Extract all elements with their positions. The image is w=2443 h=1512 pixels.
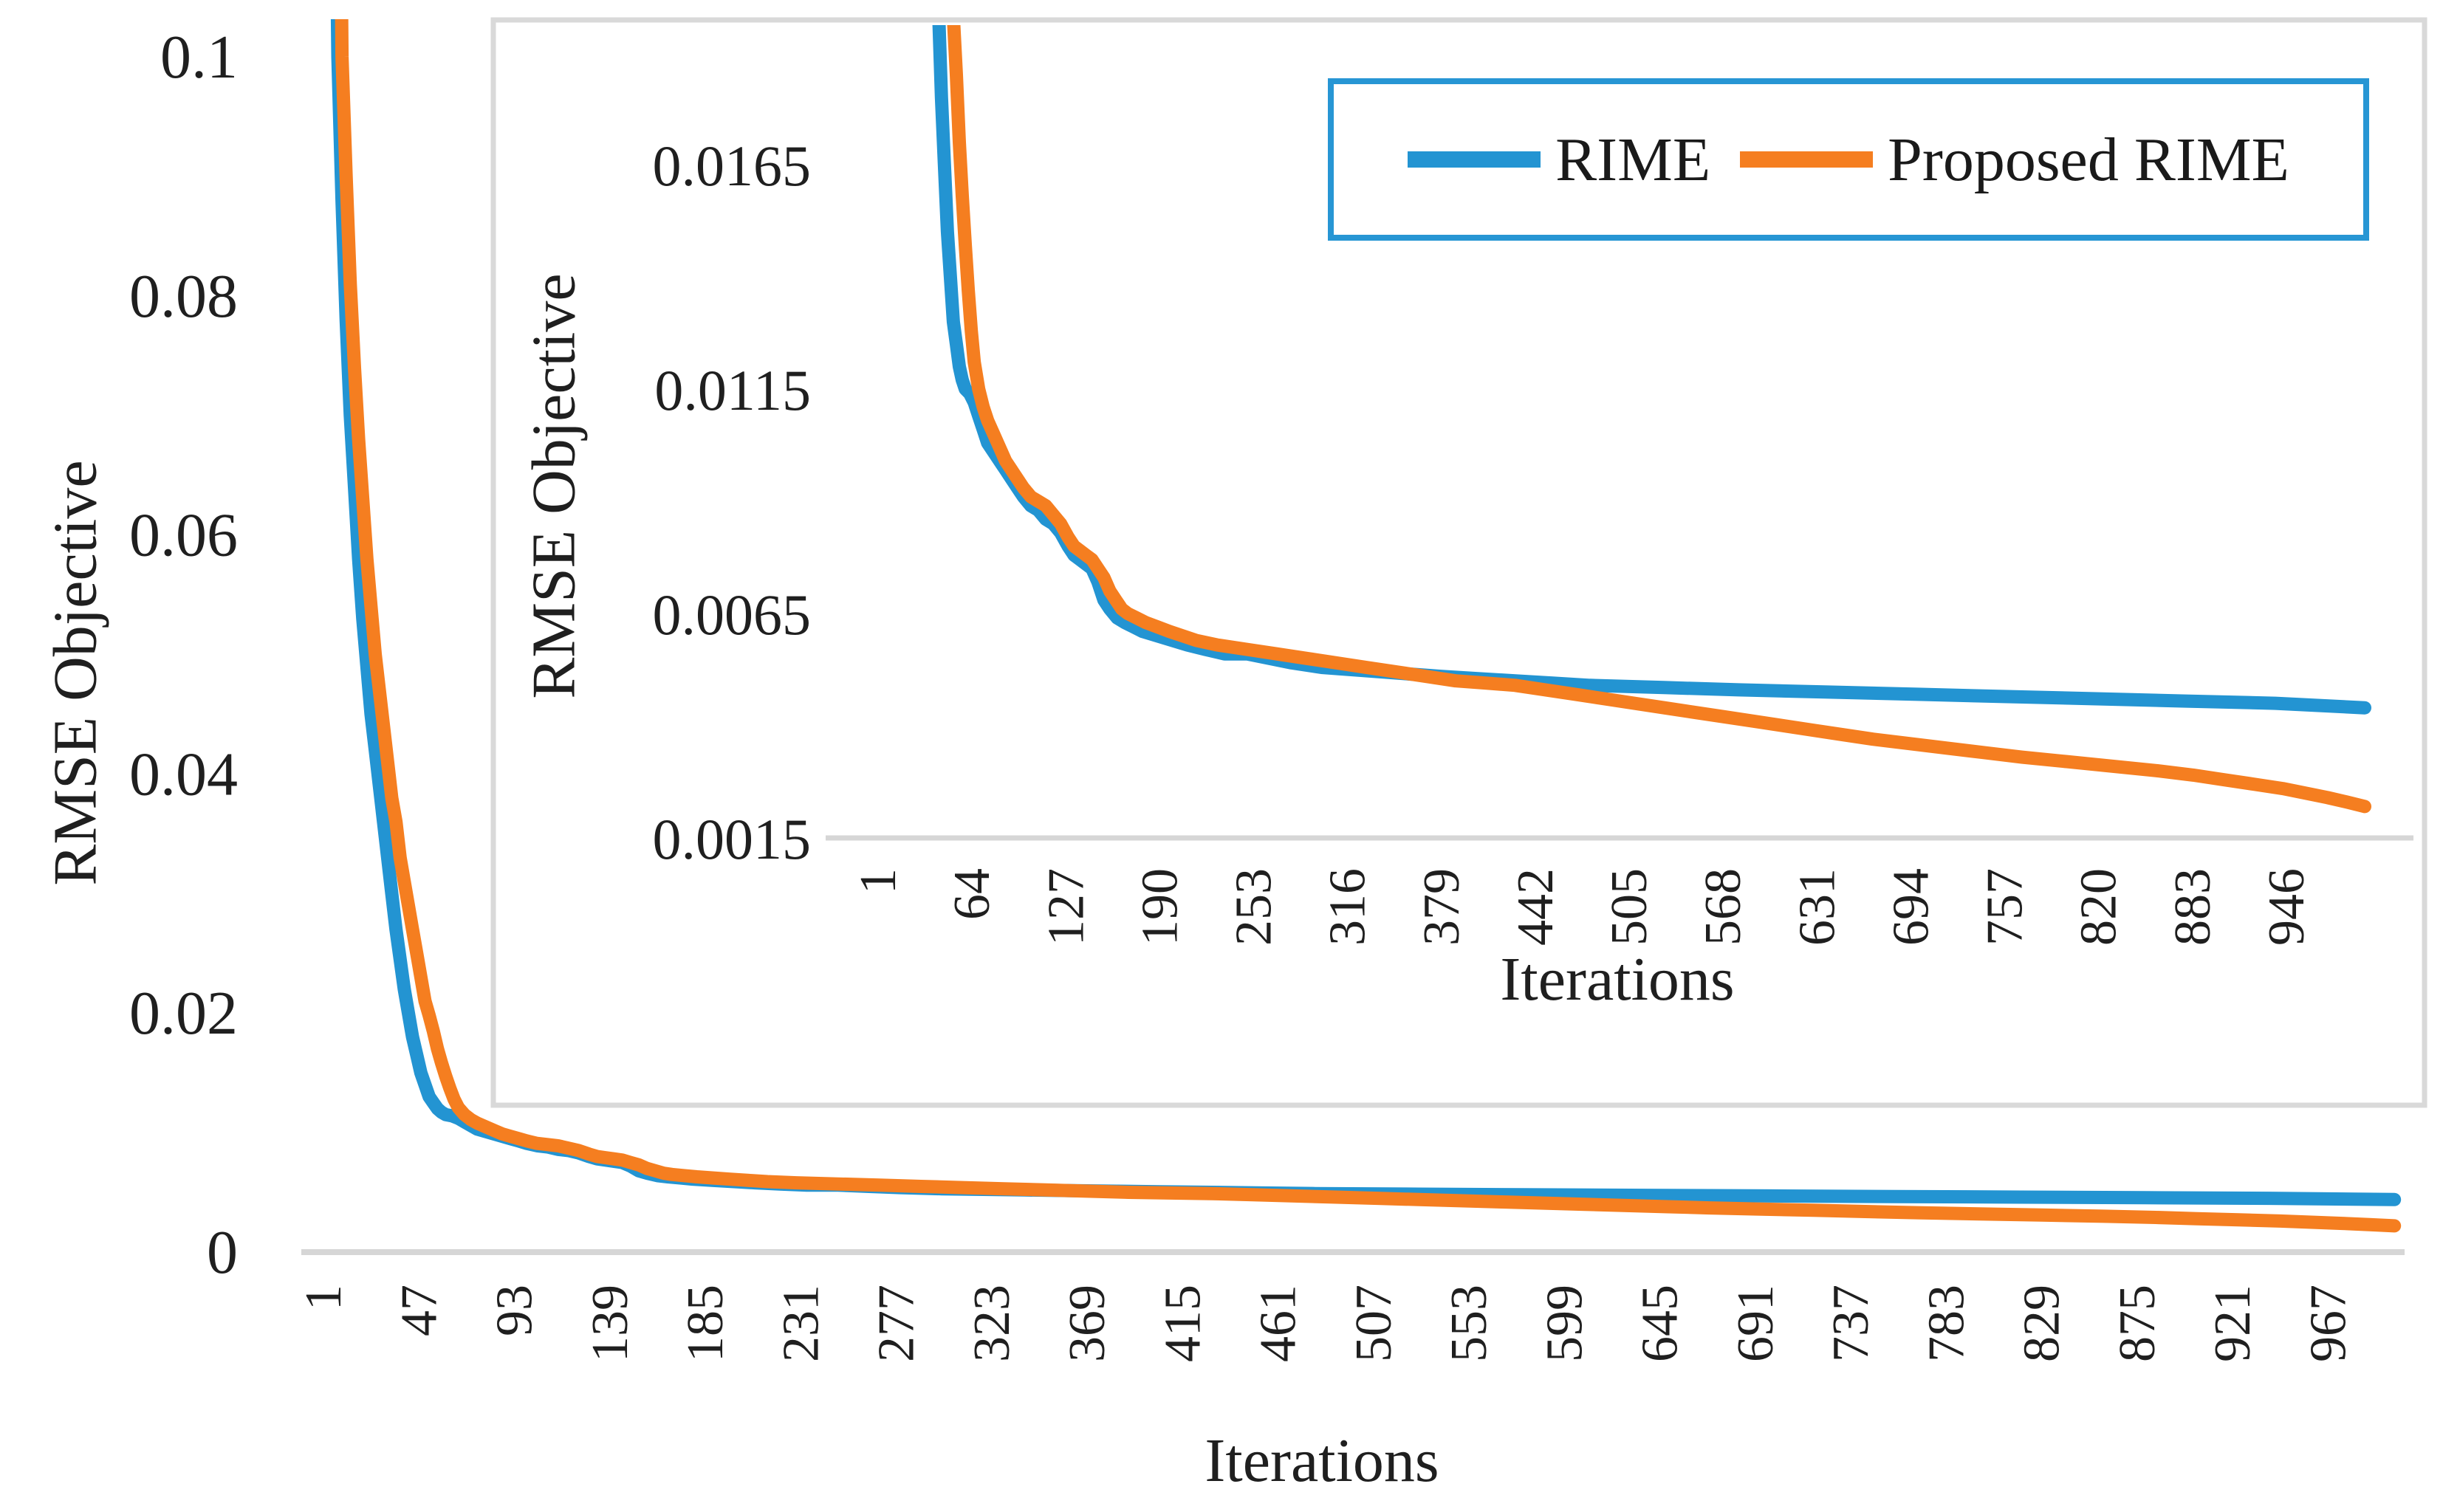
main-x-tick-label: 507 [1346, 1285, 1402, 1362]
main-x-tick-label: 1 [295, 1285, 352, 1310]
main-x-tick-label: 737 [1823, 1285, 1880, 1362]
main-y-tick-label: 0.06 [129, 501, 238, 570]
main-x-tick-label: 461 [1250, 1285, 1307, 1362]
inset-x-tick-label: 190 [1131, 868, 1188, 946]
main-x-tick-label: 783 [1918, 1285, 1975, 1362]
main-x-tick-label: 599 [1536, 1285, 1593, 1362]
main-x-tick-label: 645 [1632, 1285, 1689, 1362]
main-line-proposed-rime [335, 19, 2402, 1233]
main-x-tick-label: 231 [772, 1285, 829, 1362]
inset-x-tick-label: 946 [2258, 868, 2315, 946]
legend-item-proposed-rime: Proposed RIME [1740, 124, 2289, 196]
inset-y-tick-labels: 0.0015 0.0065 0.0115 0.0165 [653, 134, 812, 871]
main-x-tick-label: 415 [1154, 1285, 1211, 1362]
inset-x-tick-labels: 1 64 127 190 253 316 379 442 505 568 631 694 757 820 8… [850, 868, 2315, 946]
legend-label-rime: RIME [1555, 125, 1711, 194]
main-x-tick-label: 691 [1727, 1285, 1784, 1362]
main-x-tick-label: 139 [582, 1285, 639, 1362]
inset-line-proposed-rime [947, 25, 2371, 814]
inset-x-tick-label: 442 [1507, 868, 1564, 946]
inset-y-tick-label: 0.0165 [653, 134, 812, 198]
proposed-rime-line-swatch [1740, 151, 1874, 168]
main-x-tick-label: 829 [2014, 1285, 2071, 1362]
inset-x-tick-label: 568 [1695, 868, 1752, 946]
legend: RIME Proposed RIME [1328, 78, 2369, 241]
main-x-tick-label: 553 [1441, 1285, 1498, 1362]
main-y-axis-title: RMSE Objective [41, 460, 110, 886]
inset-y-tick-label: 0.0115 [654, 358, 811, 422]
inset-y-axis-title: RMSE Objective [519, 273, 589, 699]
main-x-tick-labels: 1 47 93 139 185 231 277 323 369 415 461 507 553 599 64… [295, 1285, 2357, 1362]
legend-item-rime: RIME [1408, 124, 1710, 196]
inset-x-tick-label: 505 [1601, 868, 1658, 946]
rime-line-swatch [1408, 151, 1541, 168]
main-x-tick-label: 93 [487, 1285, 544, 1336]
main-x-tick-label: 185 [677, 1285, 734, 1362]
main-series-group [330, 19, 2402, 1233]
inset-x-tick-label: 253 [1226, 868, 1283, 946]
inset-y-tick-label: 0.0015 [653, 807, 812, 871]
inset-x-tick-label: 64 [944, 868, 1001, 920]
main-x-tick-label: 921 [2204, 1285, 2261, 1362]
main-x-tick-label: 47 [391, 1285, 448, 1336]
inset-x-tick-label: 757 [1977, 868, 2034, 946]
main-y-tick-label: 0.02 [129, 979, 238, 1048]
inset-x-tick-label: 631 [1789, 868, 1846, 946]
main-y-tick-label: 0.08 [129, 262, 238, 331]
inset-x-tick-label: 694 [1883, 868, 1940, 946]
inset-x-tick-label: 379 [1414, 868, 1470, 946]
main-y-tick-label: 0.04 [129, 740, 238, 808]
main-x-axis-title: Iterations [1205, 1426, 1439, 1495]
main-x-tick-label: 277 [868, 1285, 925, 1362]
inset-x-tick-label: 883 [2165, 868, 2221, 946]
main-y-tick-labels: 0 0.02 0.04 0.06 0.08 0.1 [129, 23, 238, 1287]
inset-x-tick-label: 820 [2071, 868, 2128, 946]
main-chart: 0 0.02 0.04 0.06 0.08 0.1 1 47 93 139 185 231 277 32… [129, 19, 2405, 1362]
main-x-tick-label: 369 [1059, 1285, 1116, 1362]
inset-series-group [932, 25, 2371, 814]
inset-y-tick-label: 0.0065 [653, 583, 812, 647]
main-x-tick-label: 967 [2300, 1285, 2357, 1362]
inset-x-tick-label: 127 [1038, 868, 1094, 946]
main-x-tick-label: 323 [964, 1285, 1021, 1362]
main-y-tick-label: 0.1 [160, 23, 238, 92]
inset-x-tick-label: 1 [850, 868, 907, 894]
inset-x-axis-title: Iterations [1500, 945, 1735, 1014]
main-x-tick-label: 875 [2109, 1285, 2166, 1362]
main-y-tick-label: 0 [207, 1218, 238, 1287]
legend-label-proposed-rime: Proposed RIME [1888, 125, 2289, 194]
inset-x-tick-label: 316 [1320, 868, 1377, 946]
